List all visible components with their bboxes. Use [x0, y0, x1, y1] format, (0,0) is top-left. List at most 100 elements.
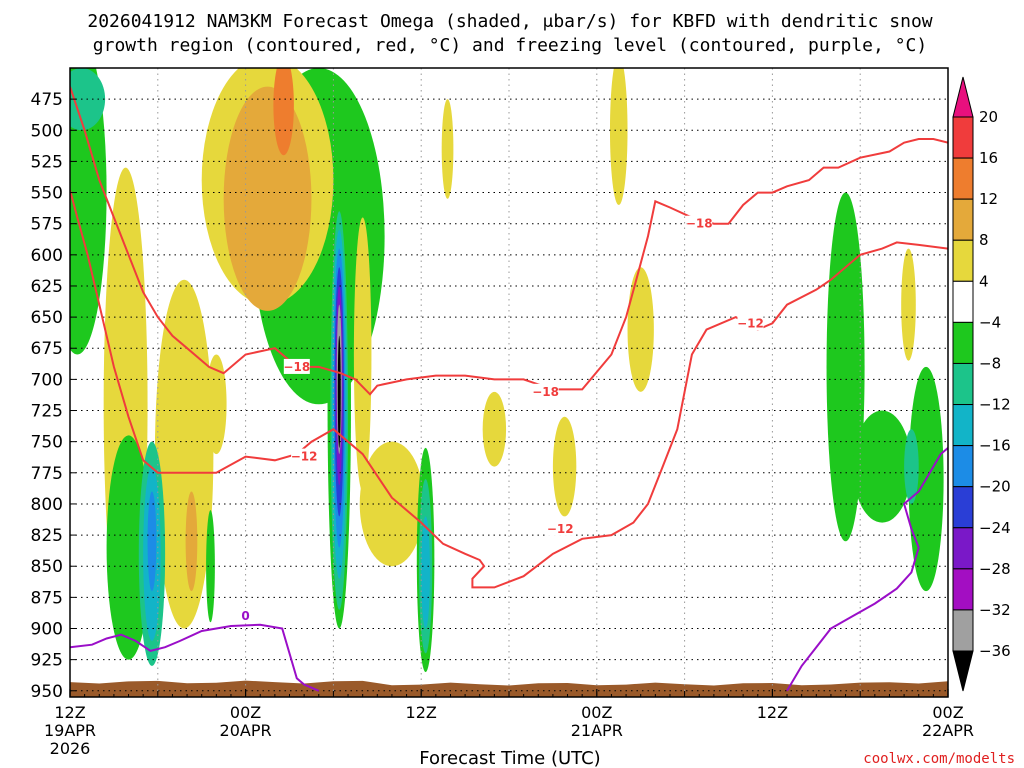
colorbar-segment-3 [952, 198, 974, 241]
contour-label-bg-0-2 [737, 315, 764, 331]
omega-region-18 [106, 435, 151, 660]
colorbar-segment-11 [952, 527, 974, 570]
y-tick-label-5: 600 [31, 246, 63, 266]
y-tick-label-2: 525 [31, 152, 63, 172]
x-tick-date-5: 22APR [922, 721, 974, 740]
omega-region-37 [904, 429, 919, 504]
colorbar-label-2: 12 [979, 190, 998, 208]
colorbar-label-4: 4 [979, 272, 989, 290]
colorbar-label-8: −16 [979, 437, 1011, 455]
omega-region-0 [70, 68, 107, 355]
y-tick-label-7: 650 [31, 308, 63, 328]
colorbar-segment-7 [952, 362, 974, 406]
contour-line-2 [70, 623, 320, 692]
y-tick-label-14: 825 [31, 526, 63, 546]
y-tick-label-3: 550 [31, 184, 63, 204]
y-tick-label-18: 925 [31, 651, 63, 671]
contour-line-0 [70, 189, 948, 589]
y-tick-label-8: 675 [31, 339, 63, 359]
terrain-band [70, 680, 948, 697]
omega-region-5 [273, 68, 294, 156]
colorbar-label-12: −32 [979, 601, 1011, 619]
omega-region-15 [627, 267, 654, 392]
omega-region-9 [353, 217, 372, 492]
colorbar-segment-13 [952, 609, 974, 652]
plot-area: −12 −12 −12 −18 −18 −18 0 [70, 68, 948, 697]
contour-label-bg-1-2 [686, 215, 713, 231]
colorbar-label-3: 8 [979, 231, 989, 249]
colorbar-label-6: −8 [979, 354, 1001, 372]
colorbar-label-9: −20 [979, 478, 1011, 496]
y-tick-label-10: 725 [31, 402, 63, 422]
colorbar-label-5: −4 [979, 313, 1001, 331]
colorbar-segment-4 [952, 239, 974, 282]
y-tick-label-4: 575 [31, 215, 63, 235]
contour-line-3 [786, 447, 948, 692]
y-tick-label-13: 800 [31, 495, 63, 515]
colorbar-label-1: 16 [979, 149, 998, 167]
colorbar-label-0: 20 [979, 108, 998, 126]
x-tick-time-2: 12Z [406, 703, 437, 722]
contour-label-1-1: −18 [532, 385, 559, 399]
colorbar-label-10: −24 [979, 519, 1011, 537]
y-tick-label-19: 950 [31, 682, 63, 702]
colorbar-segment-5 [952, 280, 974, 323]
contour-label-1-2: −18 [686, 217, 713, 231]
x-tick-time-3: 00Z [581, 703, 612, 722]
colorbar-segment-1 [952, 116, 974, 159]
colorbar-segment-8 [952, 404, 974, 447]
contour-label-0-0: −12 [291, 450, 318, 464]
omega-region-10 [359, 441, 425, 567]
contour-lines: −12 −12 −12 −18 −18 −18 0 [70, 86, 948, 692]
omega-region-33 [421, 516, 430, 629]
colorbar-segment-12 [952, 568, 974, 611]
omega-region-22 [206, 510, 215, 623]
colorbar-label-7: −12 [979, 396, 1011, 414]
contour-label-2-0: 0 [241, 609, 249, 623]
contour-label-bg-1-1 [532, 383, 559, 399]
x-tick-date-1: 20APR [220, 721, 272, 740]
x-tick-year-0: 2026 [50, 739, 91, 758]
chart-title-line2: growth region (contoured, red, °C) and f… [93, 35, 927, 56]
colorbar-cap-bottom [952, 650, 974, 692]
omega-region-11 [441, 99, 454, 199]
y-tick-label-15: 850 [31, 557, 63, 577]
credit-text: coolwx.com/modelts [863, 751, 1015, 767]
y-tick-label-17: 900 [31, 619, 63, 639]
contour-label-bg-2-0 [232, 608, 259, 624]
x-tick-time-1: 00Z [230, 703, 261, 722]
contour-label-0-1: −12 [547, 522, 574, 536]
omega-region-35 [852, 410, 912, 523]
x-tick-time-0: 12Z [54, 703, 85, 722]
omega-region-30 [337, 335, 341, 448]
colorbar-label-13: −36 [979, 642, 1011, 660]
grid-lines [70, 68, 948, 697]
contour-label-bg-1-0 [283, 358, 310, 374]
omega-region-13 [552, 416, 577, 517]
omega-region-8 [206, 354, 227, 455]
omega-region-14 [609, 68, 628, 205]
colorbar-segment-2 [952, 157, 974, 200]
omega-region-21 [147, 491, 157, 592]
contour-label-0-2: −12 [737, 316, 764, 330]
terrain-layer [70, 680, 948, 697]
y-tick-label-12: 775 [31, 464, 63, 484]
y-tick-label-0: 475 [31, 90, 63, 110]
colorbar-segment-6 [952, 321, 974, 364]
y-tick-label-11: 750 [31, 433, 63, 453]
colorbar-label-11: −28 [979, 560, 1011, 578]
colorbar-segment-10 [952, 486, 974, 529]
y-tick-label-6: 625 [31, 277, 63, 297]
x-tick-time-4: 12Z [757, 703, 788, 722]
x-tick-date-0: 19APR [44, 721, 96, 740]
contour-label-bg-0-1 [547, 520, 574, 536]
omega-region-7 [154, 279, 214, 629]
colorbar-cap-top [952, 76, 974, 118]
contour-label-bg-0-0 [291, 448, 318, 464]
omega-region-16 [901, 248, 916, 361]
x-axis-label: Forecast Time (UTC) [419, 748, 600, 768]
omega-region-12 [482, 391, 507, 467]
contour-label-1-0: −18 [283, 360, 310, 374]
y-tick-label-9: 700 [31, 370, 63, 390]
